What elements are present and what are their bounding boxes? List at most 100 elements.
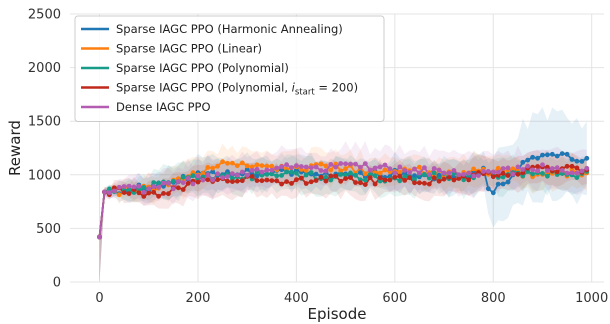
- data-point: [574, 170, 580, 176]
- data-point: [298, 164, 304, 169]
- data-point: [564, 163, 570, 169]
- x-tick-label: 200: [186, 291, 211, 306]
- data-point: [205, 165, 211, 170]
- data-point: [510, 166, 516, 172]
- data-point: [303, 172, 309, 178]
- data-point: [490, 190, 496, 196]
- x-tick-label: 1000: [575, 291, 608, 306]
- data-point: [372, 181, 378, 187]
- data-point: [97, 234, 102, 240]
- data-point: [151, 189, 157, 195]
- data-point: [264, 172, 270, 177]
- data-point: [175, 185, 181, 191]
- data-point: [362, 177, 368, 183]
- data-point: [377, 175, 383, 181]
- data-point: [579, 159, 585, 164]
- data-point: [417, 170, 422, 176]
- data-point: [431, 166, 437, 171]
- data-point: [397, 173, 403, 179]
- data-point: [574, 175, 580, 181]
- data-point: [412, 173, 417, 179]
- data-point: [397, 169, 403, 175]
- data-point: [180, 180, 186, 186]
- data-point: [343, 166, 348, 172]
- data-point: [136, 183, 142, 189]
- data-point: [338, 168, 344, 174]
- data-point: [244, 166, 250, 172]
- data-point: [190, 173, 196, 179]
- data-point: [156, 193, 162, 199]
- data-point: [239, 178, 245, 184]
- data-point: [466, 177, 472, 183]
- data-point: [431, 175, 437, 181]
- data-point: [254, 173, 260, 179]
- data-point: [362, 171, 368, 177]
- data-point: [284, 162, 289, 168]
- data-point: [540, 152, 545, 158]
- data-point: [323, 174, 329, 180]
- data-point: [525, 163, 531, 169]
- y-tick-label: 2000: [28, 61, 61, 76]
- data-point: [215, 163, 221, 169]
- data-point: [333, 164, 339, 170]
- data-point: [205, 177, 211, 183]
- data-point: [500, 174, 506, 180]
- data-point: [456, 172, 462, 178]
- data-point: [520, 167, 526, 172]
- data-point: [446, 174, 452, 180]
- data-point: [323, 163, 329, 169]
- data-point: [215, 171, 221, 177]
- data-point: [569, 157, 575, 162]
- series-line: [98, 162, 588, 238]
- data-point: [422, 180, 427, 186]
- data-point: [382, 167, 388, 173]
- data-point: [107, 190, 112, 196]
- data-point: [171, 186, 176, 192]
- data-point: [436, 167, 442, 173]
- data-point: [279, 173, 284, 178]
- data-point: [441, 170, 447, 176]
- y-tick-labels: 0 500 1000 1500 2000 2500: [28, 8, 61, 291]
- legend-box: [74, 15, 385, 122]
- y-axis-label: Reward: [6, 120, 24, 176]
- data-point: [156, 180, 162, 186]
- data-point: [500, 170, 506, 176]
- data-point: [333, 173, 339, 179]
- data-point: [412, 166, 417, 172]
- data-point: [264, 177, 270, 183]
- data-point: [461, 177, 467, 183]
- data-point: [279, 181, 284, 187]
- data-point: [239, 169, 245, 175]
- data-point: [116, 192, 122, 198]
- data-point: [574, 158, 580, 164]
- data-point: [348, 161, 353, 167]
- data-point: [308, 165, 314, 171]
- data-point: [284, 179, 289, 185]
- data-point: [318, 174, 324, 180]
- data-point: [426, 181, 432, 187]
- data-point: [185, 181, 191, 186]
- data-point: [151, 180, 157, 186]
- data-point: [485, 186, 491, 192]
- data-point: [495, 181, 501, 187]
- x-axis-label: Episode: [308, 305, 367, 323]
- data-point: [175, 179, 181, 184]
- data-point: [294, 170, 299, 176]
- data-point: [318, 161, 324, 167]
- data-point: [520, 159, 526, 165]
- data-point: [308, 179, 314, 185]
- data-point: [254, 178, 260, 184]
- data-point: [584, 155, 590, 161]
- data-point: [535, 155, 540, 161]
- y-tick-label: 0: [53, 276, 61, 291]
- data-point: [289, 181, 294, 186]
- data-point: [259, 169, 265, 175]
- data-point: [422, 172, 427, 177]
- data-point: [549, 151, 555, 157]
- data-point: [294, 163, 299, 169]
- data-point: [313, 178, 319, 183]
- data-point: [456, 176, 462, 181]
- data-point: [554, 153, 560, 159]
- data-point: [156, 184, 162, 190]
- data-point: [569, 163, 575, 169]
